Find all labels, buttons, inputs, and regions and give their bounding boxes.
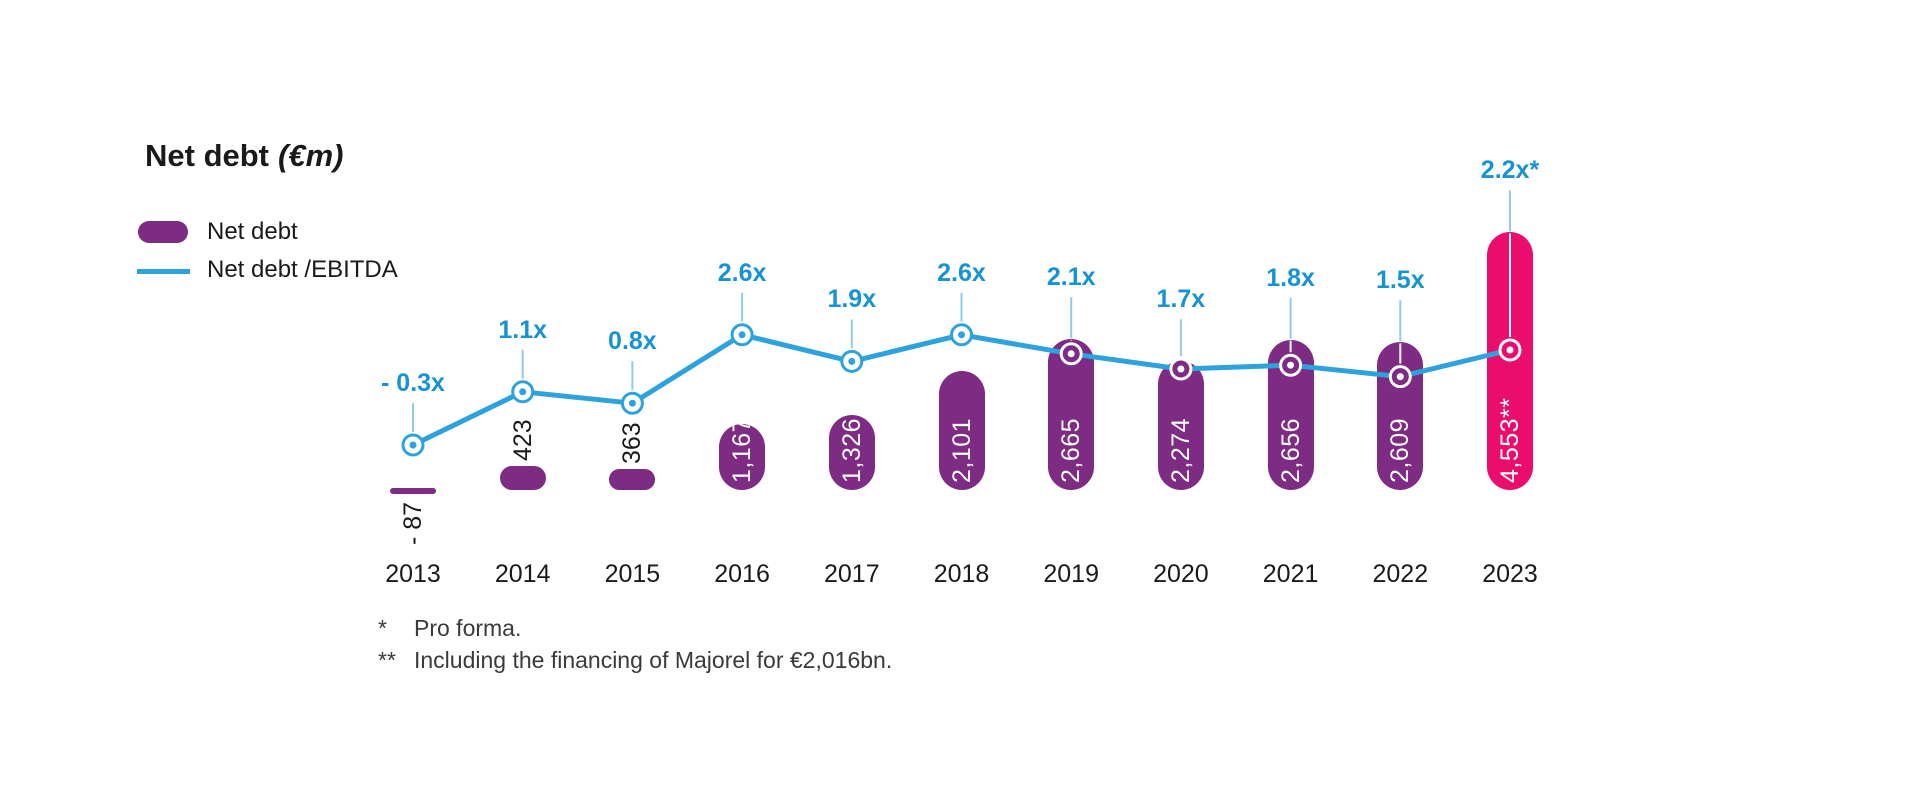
footnote-text: Pro forma. xyxy=(414,615,522,641)
chart-title: Net debt (€m) xyxy=(145,138,343,174)
chart-title-unit: (€m) xyxy=(278,138,344,173)
footnote-text: Including the financing of Majorel for €… xyxy=(414,647,893,673)
bar-value-2018: 2,101 xyxy=(947,417,976,483)
bar-value-2019: 2,665 xyxy=(1057,417,1086,483)
ratio-label-2015: 0.8x xyxy=(608,327,657,356)
year-label-2016: 2016 xyxy=(714,560,770,588)
year-label-2017: 2017 xyxy=(823,560,880,588)
bar-value-2014: 423 xyxy=(508,419,537,462)
footnote-pro-forma: * Pro forma. xyxy=(378,614,521,642)
year-label-2013: 2013 xyxy=(385,560,441,588)
year-label-2019: 2019 xyxy=(1043,560,1099,588)
ratio-label-2023: 2.2x* xyxy=(1480,156,1540,185)
ratio-label-2016: 2.6x xyxy=(717,258,767,287)
marker-2013 xyxy=(401,433,425,457)
ratio-label-2013: - 0.3x xyxy=(381,369,445,397)
bar-value-2013: - 87 xyxy=(399,501,427,545)
year-label-2022: 2022 xyxy=(1372,560,1429,588)
bar-2015 xyxy=(609,469,656,490)
ratio-label-2022: 1.5x xyxy=(1375,266,1425,295)
ratio-label-2018: 2.6x xyxy=(937,258,986,287)
marker-2017 xyxy=(840,349,864,373)
footnote-majorel: ** Including the financing of Majorel fo… xyxy=(378,646,892,674)
marker-2015 xyxy=(620,391,644,415)
bar-value-2016: 1,167 xyxy=(728,417,757,483)
ratio-label-2020: 1.7x xyxy=(1156,285,1206,314)
year-label-2015: 2015 xyxy=(604,560,661,588)
year-label-2021: 2021 xyxy=(1262,560,1319,588)
marker-2018 xyxy=(950,323,973,347)
bar-value-2017: 1,326 xyxy=(837,417,866,483)
year-label-2023: 2023 xyxy=(1482,560,1538,588)
chart-title-main: Net debt xyxy=(145,138,269,173)
bar-value-2015: 363 xyxy=(618,422,647,465)
year-label-2020: 2020 xyxy=(1153,560,1209,588)
bar-2014 xyxy=(499,466,546,490)
legend-line-swatch xyxy=(137,269,190,274)
bar-2013 xyxy=(390,488,436,494)
bar-value-2020: 2,274 xyxy=(1166,417,1195,483)
footnote-marker: * xyxy=(378,615,387,641)
legend-label-net-debt-ebitda: Net debt /EBITDA xyxy=(207,256,398,283)
footnote-marker: ** xyxy=(378,647,396,673)
ratio-label-2021: 1.8x xyxy=(1266,263,1315,292)
ratio-label-2017: 1.9x xyxy=(827,285,877,314)
ratio-label-2019: 2.1x xyxy=(1046,263,1096,292)
bar-value-2023: 4,553** xyxy=(1496,397,1524,483)
bar-value-2022: 2,609 xyxy=(1386,417,1415,483)
year-label-2014: 2014 xyxy=(494,560,551,588)
marker-2016 xyxy=(730,323,754,347)
legend-label-net-debt: Net debt xyxy=(207,218,298,245)
marker-2014 xyxy=(511,380,535,404)
legend-bar-swatch xyxy=(138,221,188,243)
year-label-2018: 2018 xyxy=(933,560,990,588)
bar-value-2021: 2,656 xyxy=(1276,417,1305,483)
